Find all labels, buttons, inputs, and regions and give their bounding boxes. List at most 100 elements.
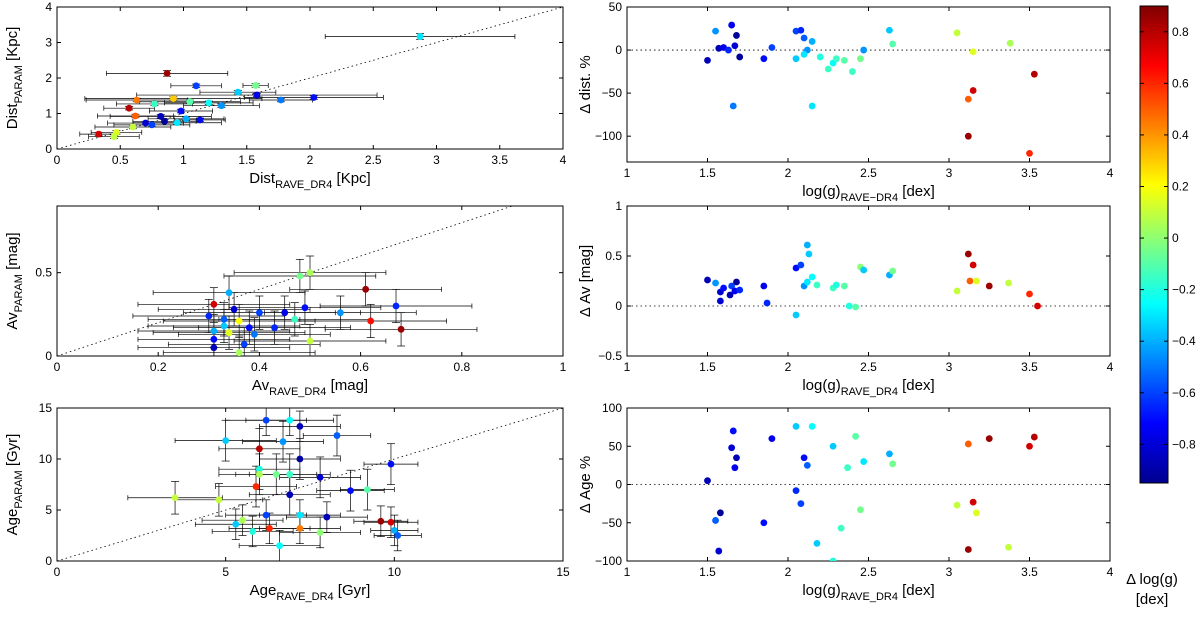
x-tick-label: 3.5 xyxy=(491,153,508,167)
data-point xyxy=(760,55,768,63)
x-tick-label: 0.5 xyxy=(112,153,129,167)
data-point xyxy=(704,276,711,284)
data-point xyxy=(803,461,811,469)
y-tick-label: 0.5 xyxy=(35,266,52,280)
data-point xyxy=(173,119,181,127)
data-point xyxy=(142,119,149,127)
data-point xyxy=(816,53,824,61)
data-point xyxy=(800,34,808,42)
colorbar-tick-label: −0.4 xyxy=(1172,334,1196,348)
data-point xyxy=(252,82,260,89)
data-point xyxy=(972,509,980,517)
data-point xyxy=(129,123,137,131)
y-axis-label: Δ Age % xyxy=(577,456,594,514)
data-point xyxy=(171,494,179,502)
x-tick-label: 4 xyxy=(1107,360,1114,374)
data-point xyxy=(985,282,993,290)
x-tick-label: 2 xyxy=(785,166,792,180)
data-point xyxy=(844,464,851,472)
data-point xyxy=(132,112,139,120)
data-point xyxy=(736,286,744,294)
data-point xyxy=(792,422,800,430)
data-point xyxy=(800,454,808,462)
data-point xyxy=(712,27,719,35)
data-point xyxy=(252,483,260,490)
colorbar-tick-label: −0.8 xyxy=(1172,437,1196,451)
data-point xyxy=(240,340,248,348)
data-point xyxy=(363,486,371,493)
y-tick-label: −50 xyxy=(602,86,623,100)
data-point xyxy=(964,132,972,140)
data-point xyxy=(235,317,243,325)
data-point xyxy=(362,285,370,293)
data-point xyxy=(387,518,395,526)
data-point xyxy=(966,277,974,285)
data-point xyxy=(110,133,118,140)
x-tick-label: 1.5 xyxy=(699,360,716,374)
data-point xyxy=(230,305,238,313)
y-tick-label: −50 xyxy=(602,516,623,530)
data-point xyxy=(852,432,860,440)
data-point xyxy=(239,516,246,524)
data-point xyxy=(886,450,893,458)
y-tick-label: 0 xyxy=(45,554,52,568)
data-point xyxy=(392,302,400,310)
data-point xyxy=(760,282,768,290)
data-point xyxy=(215,496,223,504)
data-point xyxy=(792,55,800,63)
one-to-one-line xyxy=(57,206,513,356)
data-point xyxy=(286,416,294,424)
data-point xyxy=(969,498,977,506)
data-point xyxy=(169,95,177,102)
y-tick-label: 50 xyxy=(609,439,623,453)
data-point xyxy=(266,524,273,532)
panel-av-delta: 1 1.5 2 2.5 3 3.5 4 1 0.5 0 −0.5 log(g)RAVE_DR4 [de… xyxy=(577,199,1114,398)
x-tick-label: 1 xyxy=(624,360,631,374)
x-tick-label: 4 xyxy=(1107,166,1114,180)
data-point xyxy=(256,309,263,317)
data-point xyxy=(1026,290,1033,298)
data-point xyxy=(182,115,190,123)
data-point xyxy=(720,284,727,292)
colorbar-tick-label: 0 xyxy=(1172,231,1179,245)
data-point xyxy=(256,465,263,473)
y-tick-label: 0 xyxy=(615,478,622,492)
data-point xyxy=(829,442,837,450)
data-point xyxy=(1026,149,1033,157)
y-axis-label: AvPARAM [mag] xyxy=(4,232,25,329)
data-point xyxy=(860,458,868,465)
x-tick-label: 1 xyxy=(180,153,187,167)
data-point xyxy=(306,337,314,345)
y-tick-label: 50 xyxy=(609,0,623,14)
data-point xyxy=(728,282,736,290)
data-point xyxy=(416,33,424,40)
data-point xyxy=(225,289,233,297)
data-point xyxy=(377,517,385,525)
data-point xyxy=(232,520,240,528)
data-point xyxy=(347,487,354,495)
data-point xyxy=(95,130,103,138)
data-point xyxy=(733,454,740,462)
y-tick-label: −100 xyxy=(595,129,622,143)
x-tick-label: 5 xyxy=(222,565,229,579)
data-point xyxy=(832,281,840,289)
data-point xyxy=(969,261,977,269)
data-point xyxy=(813,281,821,289)
panel-age-delta: 1 1.5 2 2.5 3 3.5 4 100 50 0 −50 −100 log(g)RAVE_DR4… xyxy=(577,401,1114,603)
x-tick-label: 0 xyxy=(54,360,61,374)
colorbar-label-line1: Δ log(g) xyxy=(1126,571,1178,588)
colorbar-tick-label: 0.4 xyxy=(1172,128,1189,142)
data-point xyxy=(281,309,289,317)
x-tick-label: 1.5 xyxy=(238,153,255,167)
data-point xyxy=(253,91,261,99)
data-point xyxy=(277,96,285,104)
data-point xyxy=(733,32,740,39)
data-point xyxy=(969,48,977,56)
data-point xyxy=(800,50,808,58)
x-tick-label: 2.5 xyxy=(860,565,877,579)
data-point xyxy=(1030,70,1038,78)
data-point xyxy=(840,56,848,64)
data-point xyxy=(953,29,961,37)
data-point xyxy=(760,519,768,527)
